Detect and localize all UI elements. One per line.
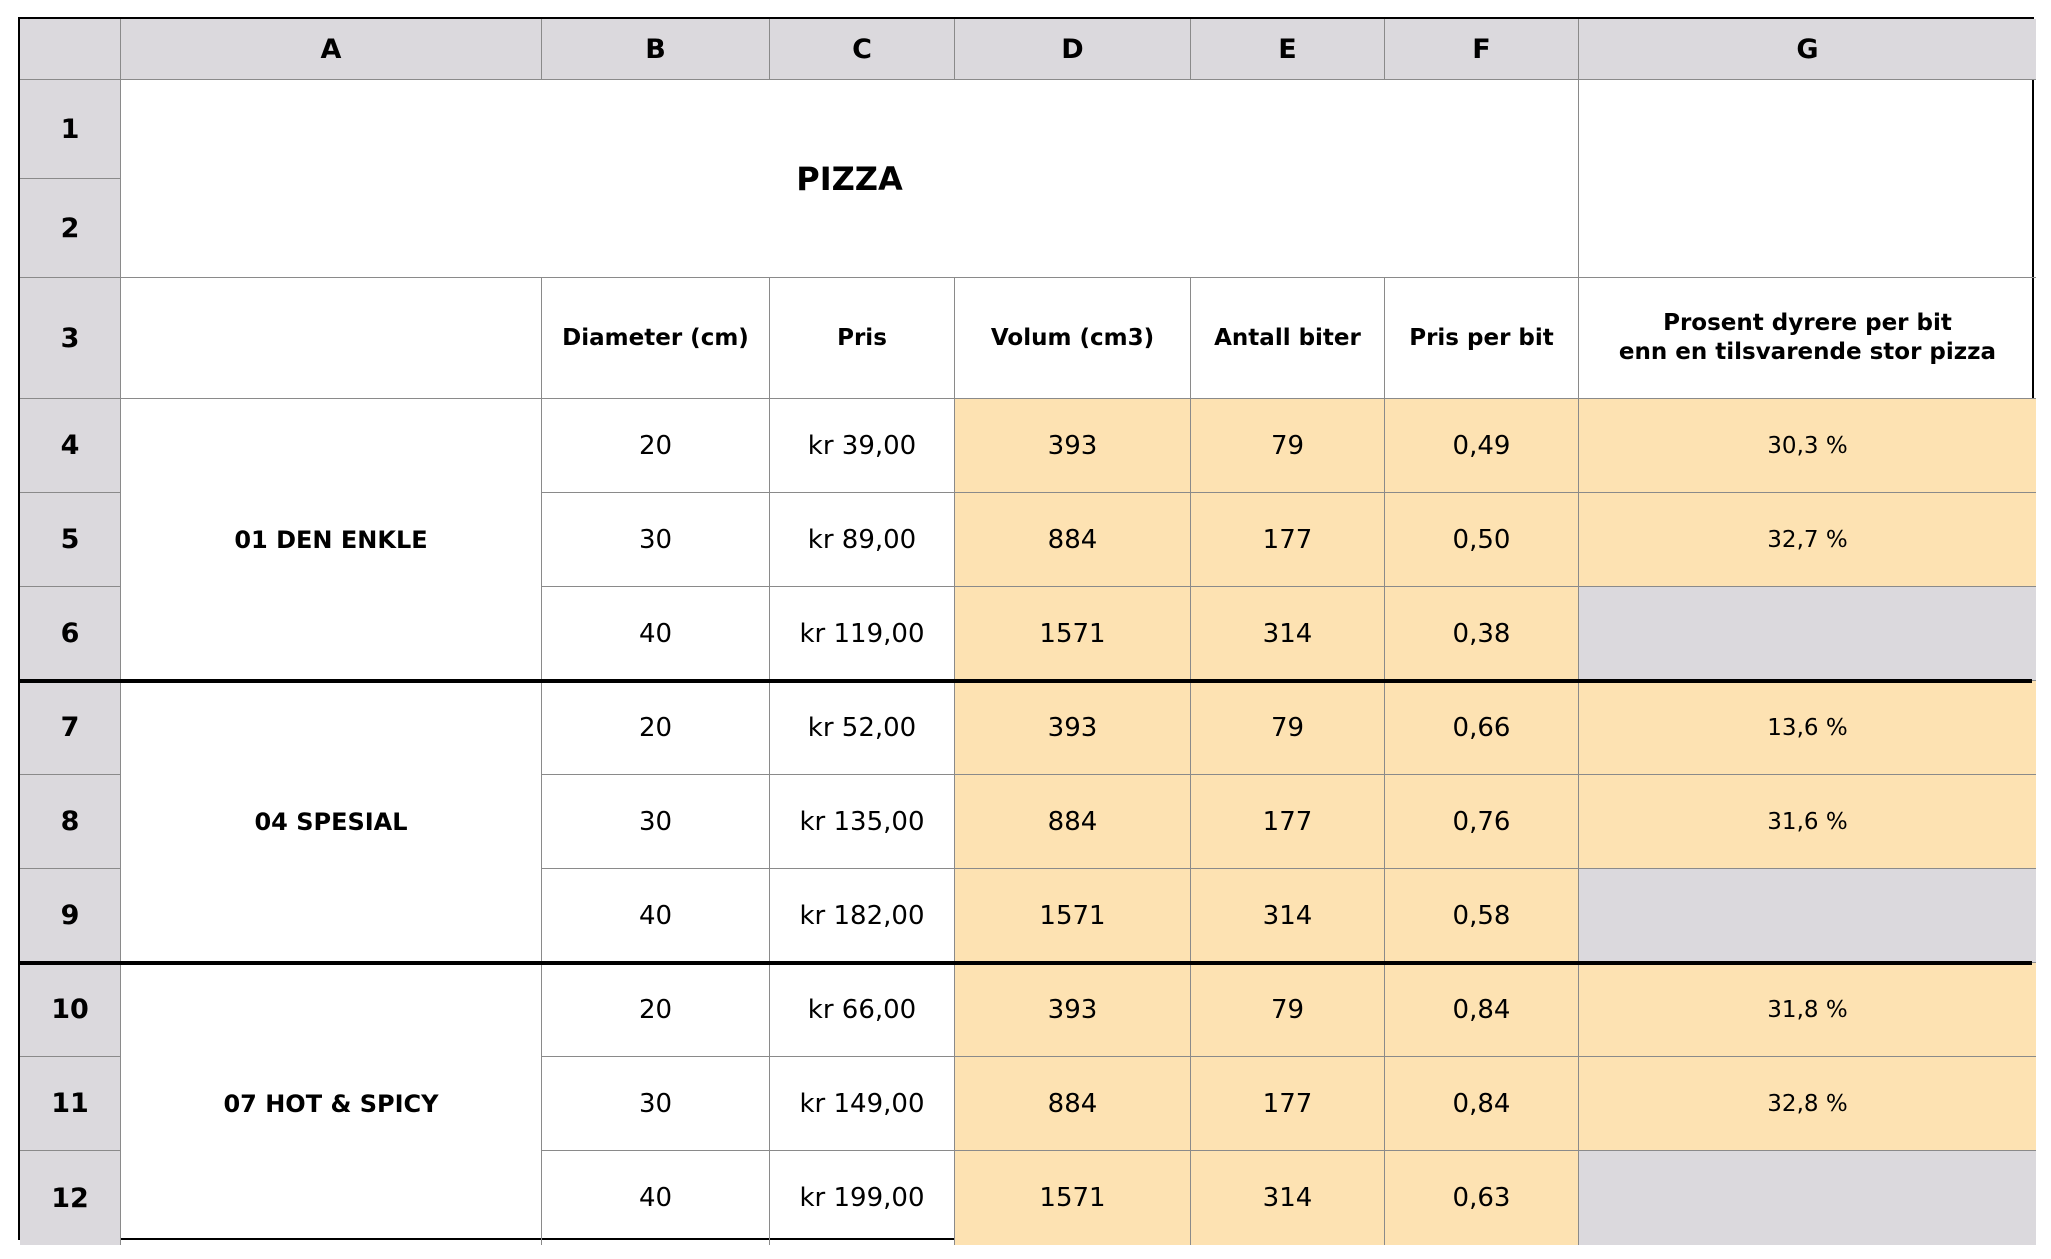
row-header-9[interactable]: 9 [20, 869, 121, 963]
row-header-6[interactable]: 6 [20, 587, 121, 681]
cell-diameter[interactable]: 30 [542, 1057, 770, 1151]
cell-price[interactable]: kr 89,00 [770, 493, 955, 587]
heading-price[interactable]: Pris [770, 278, 955, 399]
cell-price-per-piece[interactable]: 0,58 [1385, 869, 1579, 963]
cell-percent[interactable]: 31,6 % [1579, 775, 2036, 869]
cell-pieces[interactable]: 79 [1191, 681, 1385, 775]
cell-volume[interactable]: 1571 [955, 1151, 1191, 1245]
cell-volume[interactable]: 884 [955, 775, 1191, 869]
cell-pieces[interactable]: 314 [1191, 587, 1385, 681]
row-header-7[interactable]: 7 [20, 681, 121, 775]
cell-pieces[interactable]: 314 [1191, 1151, 1385, 1245]
group-name-cell[interactable]: 04 SPESIAL [121, 681, 542, 963]
cell-percent[interactable]: 32,8 % [1579, 1057, 2036, 1151]
cell-price[interactable]: kr 135,00 [770, 775, 955, 869]
row-header-12[interactable]: 12 [20, 1151, 121, 1245]
cell-diameter[interactable]: 30 [542, 493, 770, 587]
spreadsheet-grid: A B C D E F G 1 2 3 4 5 6 7 8 9 10 11 12… [18, 17, 2036, 1245]
cell-percent[interactable]: 13,6 % [1579, 681, 2036, 775]
cell-price[interactable]: kr 52,00 [770, 681, 955, 775]
column-header-f[interactable]: F [1385, 19, 1579, 80]
cell-diameter[interactable]: 20 [542, 399, 770, 493]
cell-price-per-piece[interactable]: 0,38 [1385, 587, 1579, 681]
cell-price[interactable]: kr 149,00 [770, 1057, 955, 1151]
row-header-3[interactable]: 3 [20, 278, 121, 399]
heading-percent-line-1: Prosent dyrere per bit [1663, 310, 1952, 337]
cell-g1[interactable] [1579, 80, 2036, 278]
column-header-b[interactable]: B [542, 19, 770, 80]
cell-volume[interactable]: 884 [955, 493, 1191, 587]
cell-price-per-piece[interactable]: 0,49 [1385, 399, 1579, 493]
cell-price-per-piece[interactable]: 0,66 [1385, 681, 1579, 775]
cell-volume[interactable]: 393 [955, 399, 1191, 493]
cell-pieces[interactable]: 177 [1191, 1057, 1385, 1151]
sheet-title-cell[interactable]: PIZZA [121, 80, 1579, 278]
cell-diameter[interactable]: 40 [542, 869, 770, 963]
cell-pieces[interactable]: 177 [1191, 493, 1385, 587]
cell-volume[interactable]: 1571 [955, 587, 1191, 681]
column-header-g[interactable]: G [1579, 19, 2036, 80]
cell-price[interactable]: kr 119,00 [770, 587, 955, 681]
cell-pieces[interactable]: 79 [1191, 963, 1385, 1057]
cell-price[interactable]: kr 199,00 [770, 1151, 955, 1245]
row-header-4[interactable]: 4 [20, 399, 121, 493]
column-header-e[interactable]: E [1191, 19, 1385, 80]
column-header-c[interactable]: C [770, 19, 955, 80]
column-header-d[interactable]: D [955, 19, 1191, 80]
heading-percent[interactable]: Prosent dyrere per bit enn en tilsvarend… [1579, 278, 2036, 399]
row-header-2[interactable]: 2 [20, 179, 121, 278]
heading-percent-line-2: enn en tilsvarende stor pizza [1618, 339, 1997, 365]
select-all-corner[interactable] [20, 19, 121, 80]
cell-percent[interactable] [1579, 587, 2036, 681]
row-header-11[interactable]: 11 [20, 1057, 121, 1151]
cell-pieces[interactable]: 79 [1191, 399, 1385, 493]
group-name-cell[interactable]: 01 DEN ENKLE [121, 399, 542, 681]
cell-percent[interactable] [1579, 869, 2036, 963]
row-header-5[interactable]: 5 [20, 493, 121, 587]
cell-volume[interactable]: 1571 [955, 869, 1191, 963]
cell-percent[interactable]: 32,7 % [1579, 493, 2036, 587]
cell-price-per-piece[interactable]: 0,50 [1385, 493, 1579, 587]
cell-diameter[interactable]: 20 [542, 681, 770, 775]
cell-price-per-piece[interactable]: 0,84 [1385, 963, 1579, 1057]
heading-price-per-piece[interactable]: Pris per bit [1385, 278, 1579, 399]
cell-price[interactable]: kr 66,00 [770, 963, 955, 1057]
group-name-cell[interactable]: 07 HOT & SPICY [121, 963, 542, 1245]
cell-pieces[interactable]: 314 [1191, 869, 1385, 963]
cell-volume[interactable]: 393 [955, 963, 1191, 1057]
cell-diameter[interactable]: 40 [542, 587, 770, 681]
cell-price[interactable]: kr 182,00 [770, 869, 955, 963]
cell-percent[interactable]: 31,8 % [1579, 963, 2036, 1057]
cell-a3[interactable] [121, 278, 542, 399]
cell-price-per-piece[interactable]: 0,76 [1385, 775, 1579, 869]
row-header-8[interactable]: 8 [20, 775, 121, 869]
column-header-a[interactable]: A [121, 19, 542, 80]
cell-percent[interactable] [1579, 1151, 2036, 1245]
cell-pieces[interactable]: 177 [1191, 775, 1385, 869]
row-header-1[interactable]: 1 [20, 80, 121, 179]
cell-diameter[interactable]: 20 [542, 963, 770, 1057]
cell-price-per-piece[interactable]: 0,84 [1385, 1057, 1579, 1151]
heading-diameter[interactable]: Diameter (cm) [542, 278, 770, 399]
cell-diameter[interactable]: 40 [542, 1151, 770, 1245]
cell-price-per-piece[interactable]: 0,63 [1385, 1151, 1579, 1245]
cell-volume[interactable]: 884 [955, 1057, 1191, 1151]
cell-price[interactable]: kr 39,00 [770, 399, 955, 493]
cell-diameter[interactable]: 30 [542, 775, 770, 869]
cell-percent[interactable]: 30,3 % [1579, 399, 2036, 493]
row-header-10[interactable]: 10 [20, 963, 121, 1057]
heading-volume[interactable]: Volum (cm3) [955, 278, 1191, 399]
cell-volume[interactable]: 393 [955, 681, 1191, 775]
heading-pieces[interactable]: Antall biter [1191, 278, 1385, 399]
